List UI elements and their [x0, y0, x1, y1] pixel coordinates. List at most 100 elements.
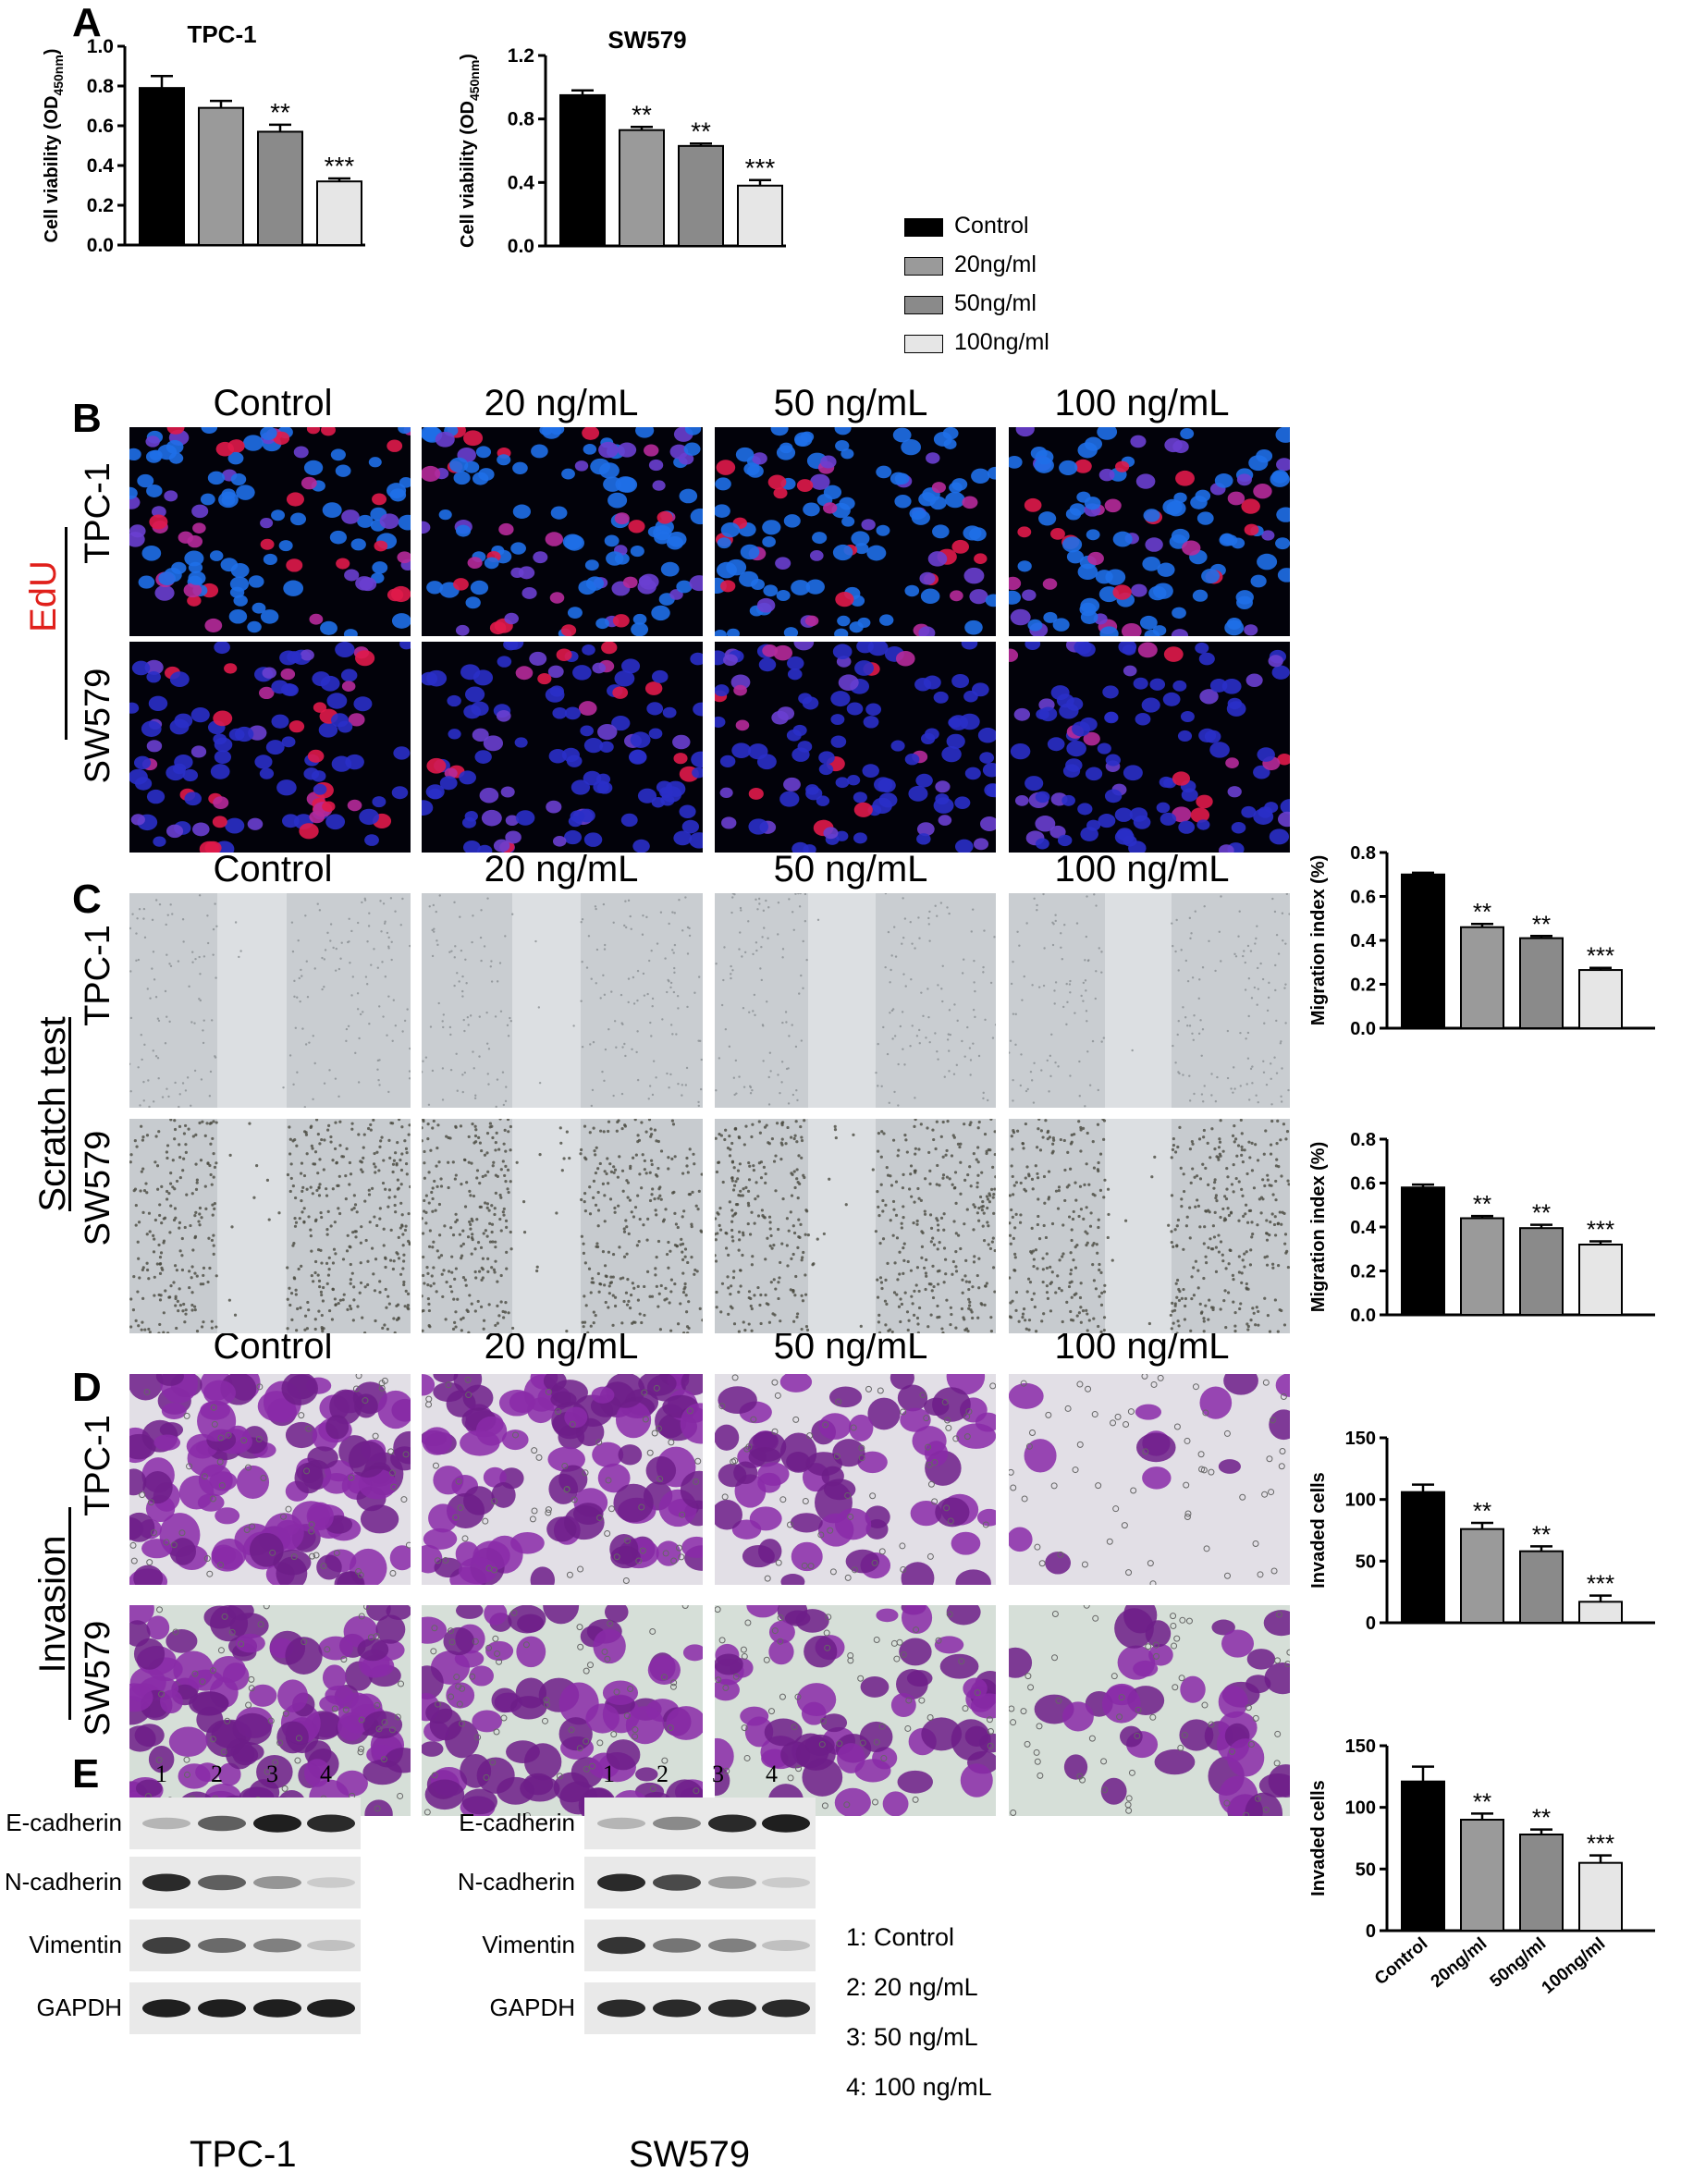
invaded-cell	[610, 1545, 641, 1569]
scratch-gap	[808, 893, 876, 1108]
cell-speck	[1217, 1156, 1221, 1159]
invaded-cell	[336, 1714, 370, 1745]
cell-speck	[460, 1245, 463, 1248]
membrane-pore	[660, 1674, 668, 1681]
membrane-pore	[425, 1395, 433, 1403]
cell-speck	[748, 1164, 752, 1168]
cell-speck	[653, 1197, 656, 1201]
cell-speck	[1243, 1265, 1246, 1269]
cell-speck	[791, 1288, 795, 1293]
cell-nucleus	[1248, 455, 1269, 472]
cell-speck	[989, 981, 993, 985]
cell-nucleus	[612, 686, 629, 699]
cell-nucleus	[916, 822, 935, 837]
cell-speck	[871, 1168, 875, 1172]
cell-speck	[733, 1127, 738, 1131]
cell-speck	[613, 1020, 617, 1023]
cell-speck	[1197, 1137, 1202, 1141]
cell-speck	[887, 930, 890, 934]
membrane-pore	[263, 1605, 270, 1610]
cell-speck	[795, 1177, 799, 1181]
cell-speck	[1202, 1128, 1206, 1133]
cell-speck	[490, 1204, 494, 1208]
membrane-pore	[675, 1544, 682, 1552]
cell-nucleus	[787, 656, 804, 670]
invaded-cell	[969, 1678, 996, 1710]
cell-speck	[153, 1237, 156, 1241]
cell-speck	[647, 1119, 652, 1122]
cell-speck	[697, 975, 701, 978]
cell-nucleus	[749, 605, 764, 617]
cell-speck	[982, 1239, 987, 1243]
cell-speck	[949, 1033, 951, 1037]
membrane-pore	[1198, 1466, 1206, 1473]
invaded-cell	[276, 1556, 308, 1585]
cell-speck	[1245, 1286, 1248, 1290]
cell-nucleus	[192, 522, 206, 534]
cell-speck	[770, 1137, 774, 1141]
cell-speck	[671, 1033, 674, 1036]
cell-speck	[659, 1197, 663, 1201]
cell-speck	[394, 910, 397, 913]
cell-nucleus	[797, 741, 813, 753]
invaded-cell	[591, 1386, 615, 1404]
cell-speck	[1217, 1146, 1221, 1149]
cell-speck	[795, 1168, 799, 1172]
y-tick-label: 0.4	[87, 155, 115, 177]
cell-speck	[431, 1209, 435, 1213]
cell-speck	[682, 1287, 686, 1291]
cell-nucleus	[1083, 731, 1100, 746]
invaded-cell	[975, 1671, 996, 1697]
cell-speck	[1069, 991, 1072, 994]
cell-speck	[1186, 1024, 1189, 1027]
cell-speck	[693, 1272, 696, 1276]
cell-speck	[484, 1229, 487, 1233]
cell-speck	[366, 1259, 370, 1263]
cell-speck	[1251, 1082, 1254, 1085]
cell-speck	[1091, 1140, 1095, 1144]
cell-speck	[436, 1146, 439, 1150]
cell-speck	[1233, 1310, 1237, 1315]
cell-speck	[723, 1137, 727, 1142]
cell-speck	[885, 1302, 889, 1306]
cell-nucleus	[738, 521, 756, 537]
cell-speck	[759, 967, 762, 970]
membrane-pore	[491, 1498, 498, 1505]
cell-speck	[730, 1176, 734, 1180]
cell-nucleus	[628, 520, 645, 534]
cell-speck	[1263, 1296, 1267, 1300]
cell-speck	[1189, 937, 1192, 940]
cell-speck	[436, 1123, 440, 1127]
invaded-cell	[209, 1676, 239, 1709]
cell-speck	[1079, 1208, 1084, 1211]
cell-nucleus	[1017, 560, 1032, 572]
cell-speck	[367, 1188, 371, 1192]
cell-speck	[798, 905, 802, 908]
cell-speck	[732, 1270, 736, 1273]
cell-speck	[131, 1308, 136, 1312]
cell-nucleus	[1163, 646, 1184, 662]
cell-speck	[603, 1079, 606, 1083]
cell-nucleus	[1227, 786, 1242, 798]
cell-speck	[607, 1284, 611, 1288]
cell-speck	[213, 1207, 216, 1210]
cell-speck	[781, 1021, 784, 1025]
cell-speck	[1075, 1243, 1079, 1247]
membrane-pore	[217, 1434, 225, 1442]
cell-nucleus	[894, 495, 912, 509]
cell-speck	[683, 1282, 687, 1286]
cell-speck	[1040, 1319, 1044, 1323]
cell-speck	[1192, 1294, 1196, 1297]
cell-nucleus	[901, 438, 922, 456]
membrane-pore	[1280, 1393, 1287, 1401]
cell-speck	[1051, 943, 1055, 947]
invaded-cell	[606, 1374, 645, 1408]
cell-speck	[994, 1024, 996, 1026]
cell-speck	[781, 1196, 785, 1201]
cell-speck	[792, 1136, 796, 1141]
cell-nucleus	[693, 702, 703, 717]
cell-speck	[350, 1127, 354, 1131]
cell-nucleus	[350, 538, 366, 551]
invaded-cell	[527, 1397, 555, 1424]
cell-speck	[927, 1015, 930, 1019]
